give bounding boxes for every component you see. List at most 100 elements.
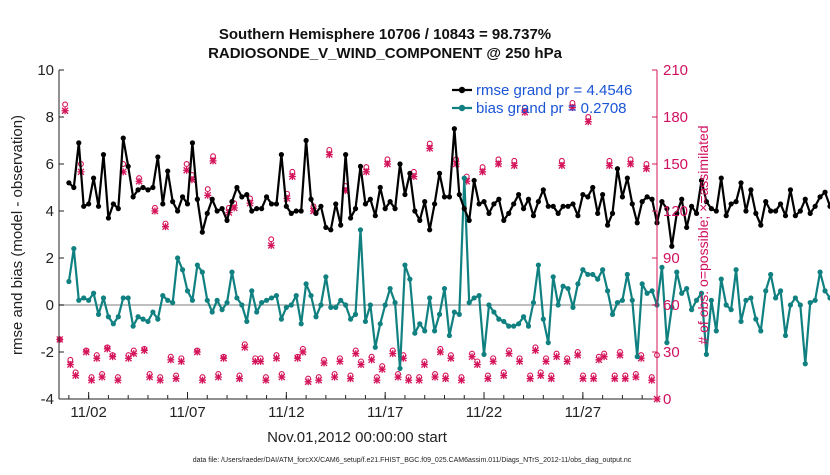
rmse-data-point: [293, 208, 299, 214]
obs-assimilated-point: [72, 372, 80, 379]
obs-assimilated-point: [325, 151, 333, 159]
obs-assimilated-point: [88, 376, 96, 384]
obs-assimilated-point: [241, 343, 249, 351]
rmse-data-point: [609, 210, 616, 216]
rmse-data-point: [486, 210, 492, 216]
obs-assimilated-point: [368, 356, 376, 364]
rmse-data-point: [723, 213, 729, 219]
rmse-data-point: [520, 206, 527, 212]
obs-assimilated-point: [479, 168, 487, 176]
rmse-data-point: [244, 191, 250, 198]
obs-assimilated-point: [66, 361, 74, 369]
bias-data-point: [110, 321, 116, 327]
obs-assimilated-point: [304, 378, 312, 386]
obs-assimilated-point: [405, 376, 413, 384]
rmse-data-point: [259, 206, 265, 212]
bias-data-point: [777, 288, 784, 294]
obs-assimilated-point: [574, 351, 582, 359]
rmse-data-point: [624, 175, 630, 181]
bias-data-point: [718, 276, 724, 282]
rmse-data-point: [580, 191, 586, 198]
bias-data-point: [629, 297, 635, 303]
rmse-data-point: [441, 194, 448, 200]
rmse-data-point: [693, 210, 700, 216]
bias-data-point: [486, 302, 492, 308]
obs-assimilated-point: [267, 241, 275, 249]
x-tick-label: 11/12: [268, 404, 304, 421]
bias-data-point: [249, 288, 255, 294]
rmse-data-point: [239, 194, 245, 200]
rmse-data-point: [773, 208, 779, 214]
bias-data-point: [728, 307, 734, 313]
bias-data-point: [323, 274, 329, 280]
rmse-data-point: [179, 194, 186, 200]
bias-data-point: [674, 269, 680, 275]
bias-data-point: [86, 297, 92, 303]
bias-data-point: [338, 297, 344, 303]
rmse-data-point: [86, 201, 92, 207]
rmse-data-point: [516, 191, 522, 198]
rmse-data-point: [367, 196, 373, 202]
legend-bias-marker: [458, 104, 466, 112]
bias-data-point: [491, 309, 497, 315]
rmse-data-point: [669, 243, 675, 249]
bias-data-point: [827, 295, 830, 301]
x-axis-label: Nov.01,2012 00:00:00 start: [267, 429, 448, 446]
rmse-data-point: [688, 203, 695, 209]
rmse-data-point: [545, 203, 551, 209]
bias-data-point: [540, 316, 546, 322]
rmse-data-point: [323, 224, 329, 231]
bias-data-point: [95, 311, 102, 317]
obs-possible-point: [62, 101, 69, 108]
rmse-data-point: [338, 222, 344, 228]
rmse-data-point: [614, 166, 621, 172]
bias-data-point: [545, 340, 551, 346]
rmse-data-point: [170, 199, 176, 205]
y-right-tick-label: 120: [663, 203, 688, 220]
legend-rmse-marker: [458, 86, 466, 94]
rmse-data-point: [110, 201, 116, 207]
obs-assimilated-point: [177, 357, 185, 365]
rmse-data-point: [298, 208, 304, 214]
obs-assimilated-point: [531, 346, 539, 354]
bias-data-point: [219, 307, 225, 313]
rmse-data-point: [713, 208, 719, 214]
rmse-data-point: [595, 210, 601, 216]
bias-data-point: [585, 271, 591, 278]
rmse-data-point: [427, 227, 433, 233]
bias-data-point: [748, 295, 754, 301]
rmse-data-point: [333, 201, 339, 207]
bias-data-point: [817, 269, 823, 275]
rmse-data-point: [743, 208, 749, 214]
bias-data-point: [688, 307, 695, 313]
bias-data-point: [481, 351, 487, 357]
bias-data-point: [501, 318, 507, 325]
rmse-data-point: [733, 199, 739, 205]
obs-assimilated-point: [642, 165, 650, 173]
rmse-data-point: [387, 199, 393, 205]
obs-assimilated-point: [447, 354, 455, 362]
bias-data-point: [347, 316, 354, 322]
obs-assimilated-point: [82, 348, 90, 356]
bias-data-point: [382, 302, 388, 308]
bias-data-point: [367, 302, 373, 308]
rmse-data-point: [263, 194, 270, 200]
rmse-data-point: [802, 196, 808, 202]
rmse-data-point: [525, 196, 532, 202]
chart-title-line2: RADIOSONDE_V_WIND_COMPONENT @ 250 hPa: [208, 45, 563, 62]
bias-data-point: [377, 321, 383, 327]
rmse-data-point: [797, 208, 803, 214]
bias-data-point: [520, 314, 527, 320]
obs-assimilated-point: [98, 373, 106, 381]
rmse-data-point: [807, 210, 813, 216]
rmse-data-point: [254, 206, 260, 212]
obs-assimilated-point: [278, 373, 286, 381]
bias-data-point: [758, 328, 764, 334]
obs-assimilated-point: [146, 373, 154, 381]
rmse-data-point: [204, 210, 210, 216]
bias-data-point: [679, 290, 685, 296]
obs-assimilated-point: [489, 357, 497, 365]
rmse-data-point: [115, 206, 121, 212]
bias-data-point: [76, 297, 82, 303]
rmse-data-point: [570, 201, 576, 207]
